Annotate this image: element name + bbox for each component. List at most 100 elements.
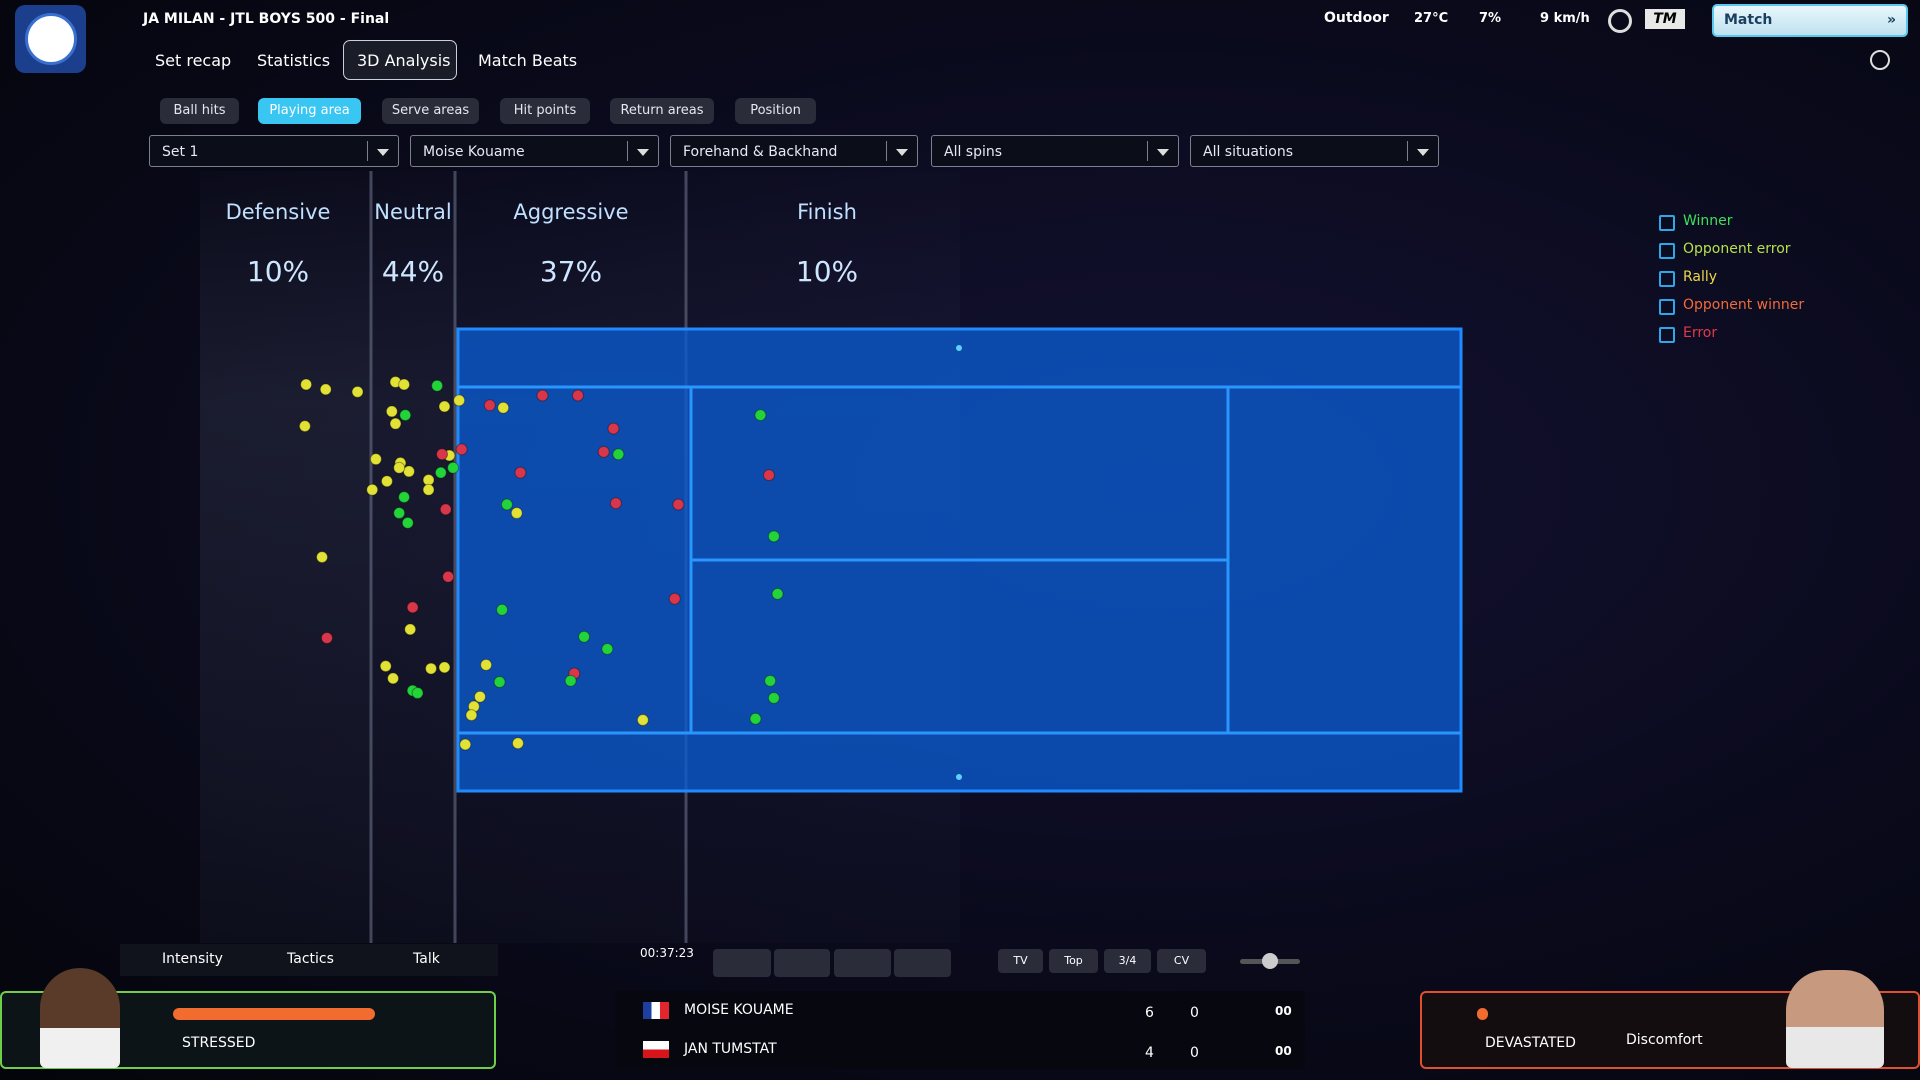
sub-tab[interactable]: Serve areas (382, 98, 479, 124)
legend-checkbox[interactable] (1659, 299, 1675, 315)
help-icon[interactable] (1870, 50, 1890, 70)
filter-dropdown[interactable]: All spins (931, 135, 1179, 167)
player-name: MOISE KOUAME (684, 1002, 794, 1018)
energy-bar (173, 1008, 375, 1020)
zone-label: Defensive (225, 200, 331, 224)
brand-logo: TM (1645, 9, 1685, 29)
shot-marker (402, 465, 415, 478)
shot-marker (366, 483, 379, 496)
match-button[interactable]: Match» (1712, 4, 1908, 37)
filter-dropdown[interactable]: Set 1 (149, 135, 399, 167)
shot-marker (749, 712, 762, 725)
play-button[interactable] (774, 949, 830, 977)
action-tactics[interactable]: Tactics (287, 951, 334, 967)
camera-button[interactable]: 3/4 (1104, 949, 1151, 973)
shot-marker (369, 453, 382, 466)
score-points: 00 (1275, 1044, 1292, 1058)
shot-marker (411, 687, 424, 700)
shot-marker (597, 445, 610, 458)
shot-marker (767, 530, 780, 543)
legend-item: Winner (1683, 213, 1733, 229)
sub-tab-active[interactable]: Playing area (258, 98, 361, 124)
camera-button[interactable]: TV (998, 949, 1043, 973)
sub-tab[interactable]: Return areas (610, 98, 714, 124)
legend-item: Opponent winner (1683, 297, 1805, 313)
shot-marker (497, 401, 510, 414)
shot-marker (536, 389, 549, 402)
tab[interactable]: Match Beats (478, 51, 578, 70)
action-bar (120, 944, 498, 976)
shot-marker (571, 389, 584, 402)
zone-value: 10% (246, 255, 310, 288)
shot-marker (404, 623, 417, 636)
flag-fr (643, 1002, 669, 1019)
shot-marker (767, 691, 780, 704)
shot-marker (465, 709, 478, 722)
camera-button[interactable]: CV (1157, 949, 1206, 973)
tab-active[interactable] (343, 40, 457, 80)
action-intensity[interactable]: Intensity (162, 951, 223, 967)
tournament-title: JA MILAN - JTL BOYS 500 - Final (143, 11, 390, 27)
fast-button[interactable] (834, 949, 891, 977)
shot-marker (401, 516, 414, 529)
legend-checkbox[interactable] (1659, 243, 1675, 259)
zone-value: 10% (795, 255, 859, 288)
filter-dropdown[interactable]: Forehand & Backhand (670, 135, 918, 167)
shot-marker (298, 420, 311, 433)
scoreboard (615, 991, 1305, 1069)
shot-marker (480, 658, 493, 671)
filter-dropdown[interactable]: Moise Kouame (410, 135, 659, 167)
shot-marker (387, 672, 400, 685)
shot-marker (762, 469, 775, 482)
right-condition: Discomfort (1626, 1032, 1703, 1048)
score-points: 00 (1275, 1004, 1292, 1018)
score-sets: 4 (1145, 1045, 1154, 1061)
shot-marker (438, 661, 451, 674)
faster-button[interactable] (894, 949, 951, 977)
shot-marker (431, 379, 444, 392)
tab[interactable]: 3D Analysis (357, 51, 451, 70)
zoom-slider[interactable] (1240, 953, 1300, 969)
legend-checkbox[interactable] (1659, 327, 1675, 343)
shot-marker (578, 630, 591, 643)
zone-band (200, 171, 371, 943)
tab[interactable]: Statistics (257, 51, 331, 70)
zone-label: Finish (797, 200, 857, 224)
shot-marker (439, 503, 452, 516)
shot-marker (612, 448, 625, 461)
filter-dropdown[interactable]: All situations (1190, 135, 1439, 167)
shot-marker (771, 587, 784, 600)
shot-marker (496, 603, 509, 616)
shot-marker (500, 498, 513, 511)
shot-marker (493, 676, 506, 689)
shot-marker (510, 507, 523, 520)
shot-marker (385, 405, 398, 418)
shot-marker (398, 491, 411, 504)
tab[interactable]: Set recap (155, 51, 232, 70)
shot-marker (447, 461, 460, 474)
shot-marker (511, 737, 524, 750)
legend-item: Error (1683, 325, 1718, 341)
pause-button[interactable] (713, 949, 771, 977)
sub-tab[interactable]: Ball hits (160, 98, 239, 124)
sub-tab[interactable]: Hit points (500, 98, 590, 124)
legend-checkbox[interactable] (1659, 215, 1675, 231)
shot-marker (399, 409, 412, 422)
action-talk[interactable]: Talk (413, 951, 440, 967)
camera-button[interactable]: Top (1049, 949, 1098, 973)
match-button-label: Match (1724, 12, 1773, 28)
sub-tab[interactable]: Position (735, 98, 816, 124)
shot-marker (474, 690, 486, 703)
right-mood: DEVASTATED (1485, 1035, 1576, 1051)
shot-marker (422, 483, 435, 496)
club-logo[interactable] (15, 5, 86, 73)
shot-marker (393, 461, 406, 474)
court-lines (458, 385, 1461, 735)
legend-checkbox[interactable] (1659, 271, 1675, 287)
settings-icon[interactable] (1608, 9, 1632, 33)
temperature: 27°C (1414, 11, 1449, 26)
shot-marker (455, 443, 468, 456)
legend-item: Opponent error (1683, 241, 1791, 257)
